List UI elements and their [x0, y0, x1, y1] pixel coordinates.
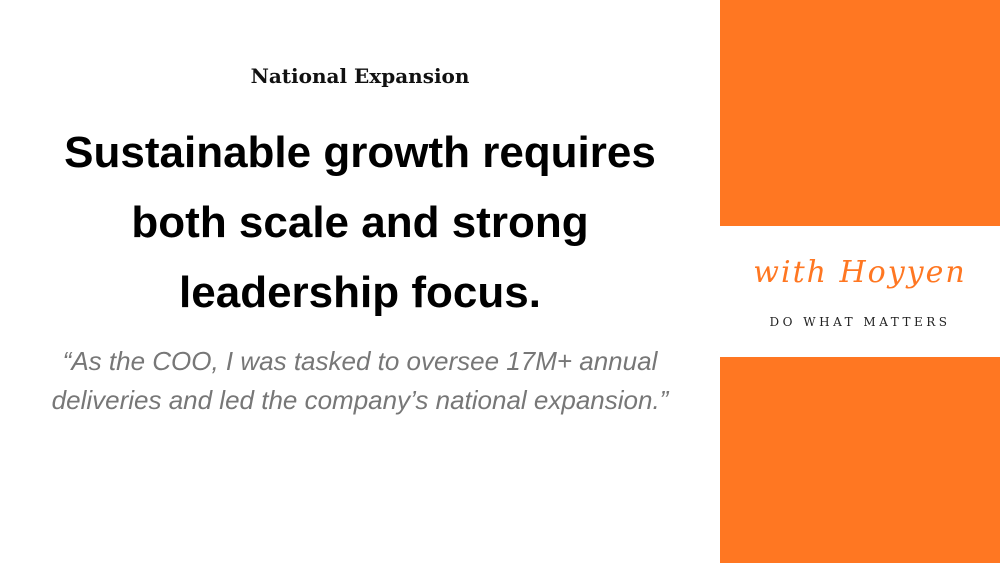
brand-tagline: DO WHAT MATTERS [769, 314, 951, 329]
headline: Sustainable growth requires both scale a… [64, 128, 656, 317]
quote: “As the COO, I was tasked to oversee 17M… [51, 346, 669, 415]
content-panel: National Expansion Sustainable growth re… [51, 64, 669, 415]
brand-logo: with Hoyyen [753, 254, 967, 290]
brand-panel: with Hoyyen DO WHAT MATTERS [720, 0, 1000, 563]
kicker-title: National Expansion [250, 64, 470, 88]
logo-band: with Hoyyen DO WHAT MATTERS [720, 226, 1000, 357]
